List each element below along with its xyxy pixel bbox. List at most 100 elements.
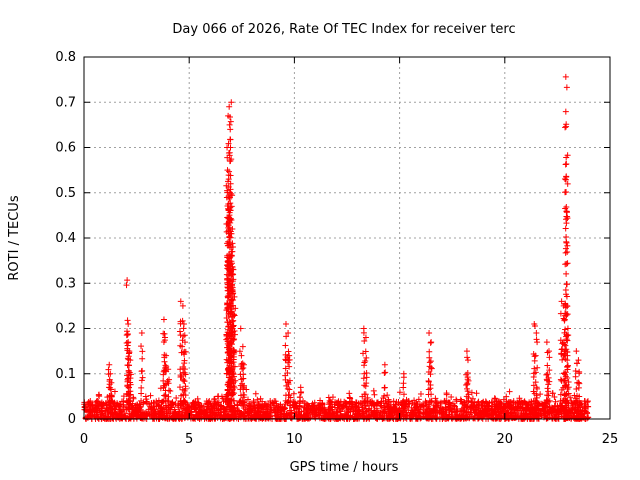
spike-point xyxy=(232,331,238,338)
spike-point xyxy=(532,369,539,376)
baseline-point xyxy=(378,403,385,410)
baseline-point xyxy=(214,400,221,407)
spike-point xyxy=(381,384,388,391)
peak-point xyxy=(282,320,289,327)
baseline-point xyxy=(472,404,479,411)
baseline-point xyxy=(428,398,435,405)
baseline-point xyxy=(111,411,118,418)
baseline-point xyxy=(468,389,475,396)
baseline-point xyxy=(479,402,486,409)
baseline-point xyxy=(212,411,219,418)
spike-point xyxy=(565,332,572,339)
spike-point xyxy=(544,349,551,356)
baseline-point xyxy=(396,389,403,396)
baseline-point xyxy=(420,403,427,410)
spike-point xyxy=(426,354,433,361)
peak-point xyxy=(231,293,238,300)
spike-point xyxy=(229,365,236,372)
baseline-point xyxy=(542,412,549,419)
baseline-point xyxy=(440,406,447,413)
baseline-point xyxy=(381,415,388,422)
spike-point xyxy=(240,385,247,392)
baseline-point xyxy=(128,411,135,418)
baseline-point xyxy=(391,409,398,416)
spike-point xyxy=(565,378,572,385)
baseline-point xyxy=(403,412,410,419)
spike-point xyxy=(533,336,540,343)
spike-point xyxy=(241,397,248,404)
baseline-point xyxy=(325,415,332,422)
baseline-point xyxy=(322,412,329,419)
baseline-point xyxy=(553,408,560,415)
peak-point xyxy=(127,357,134,364)
baseline-point xyxy=(269,399,276,406)
spike-point xyxy=(428,397,435,404)
spike-point xyxy=(228,340,235,347)
spike-point xyxy=(400,391,407,398)
baseline-point xyxy=(355,410,362,417)
baseline-point xyxy=(443,390,450,397)
spike-point xyxy=(125,353,132,360)
spike-point xyxy=(286,377,293,384)
spike-point xyxy=(181,378,188,385)
peak-point xyxy=(124,277,131,284)
spike-point xyxy=(544,362,551,369)
baseline-point xyxy=(551,394,558,401)
baseline-point xyxy=(169,399,176,406)
baseline-point xyxy=(529,401,536,408)
baseline-point xyxy=(524,414,531,421)
peak-point xyxy=(163,352,170,359)
spike-point xyxy=(229,192,236,199)
baseline-point xyxy=(221,414,228,421)
baseline-point xyxy=(377,402,384,409)
spike-point xyxy=(231,336,238,343)
baseline-point xyxy=(527,415,534,422)
spike-point xyxy=(139,374,146,381)
baseline-point xyxy=(273,400,280,407)
spike-point xyxy=(557,391,564,398)
baseline-point xyxy=(415,396,422,403)
peak-point xyxy=(543,339,550,346)
spike-point xyxy=(465,377,472,384)
spike-point xyxy=(227,207,234,214)
baseline-point xyxy=(315,412,322,419)
spike-point xyxy=(239,360,246,367)
spike-point xyxy=(562,326,569,333)
baseline-point xyxy=(244,396,251,403)
baseline-point xyxy=(374,399,381,406)
spike-point xyxy=(564,303,571,310)
data-points xyxy=(81,73,592,422)
baseline-point xyxy=(150,415,157,422)
peak-point xyxy=(362,334,369,341)
baseline-point xyxy=(291,399,298,406)
spike-point xyxy=(296,394,303,401)
spike-point xyxy=(230,317,237,324)
spike-point xyxy=(226,152,233,159)
spike-point xyxy=(426,359,433,366)
spike-point xyxy=(544,392,551,399)
spike-point xyxy=(227,157,234,164)
x-tick-label: 10 xyxy=(286,432,303,447)
baseline-point xyxy=(497,399,504,406)
baseline-point xyxy=(280,415,287,422)
spike-point xyxy=(283,333,290,340)
spike-point xyxy=(241,392,248,399)
baseline-point xyxy=(471,409,478,416)
baseline-point xyxy=(157,385,164,392)
baseline-point xyxy=(582,401,589,408)
baseline-point xyxy=(504,414,511,421)
peak-point xyxy=(107,370,114,377)
baseline-point xyxy=(541,402,548,409)
spike-point xyxy=(546,378,553,385)
peak-point xyxy=(533,330,540,337)
spike-point xyxy=(426,348,433,355)
baseline-point xyxy=(475,411,482,418)
spike-point xyxy=(126,369,133,376)
baseline-point xyxy=(411,401,418,408)
baseline-point xyxy=(578,410,585,417)
chart-title: Day 066 of 2026, Rate Of TEC Index for r… xyxy=(172,22,515,37)
spike-point xyxy=(228,190,235,197)
baseline-point xyxy=(404,403,411,410)
spike-point xyxy=(563,260,570,267)
spike-point xyxy=(227,136,234,143)
